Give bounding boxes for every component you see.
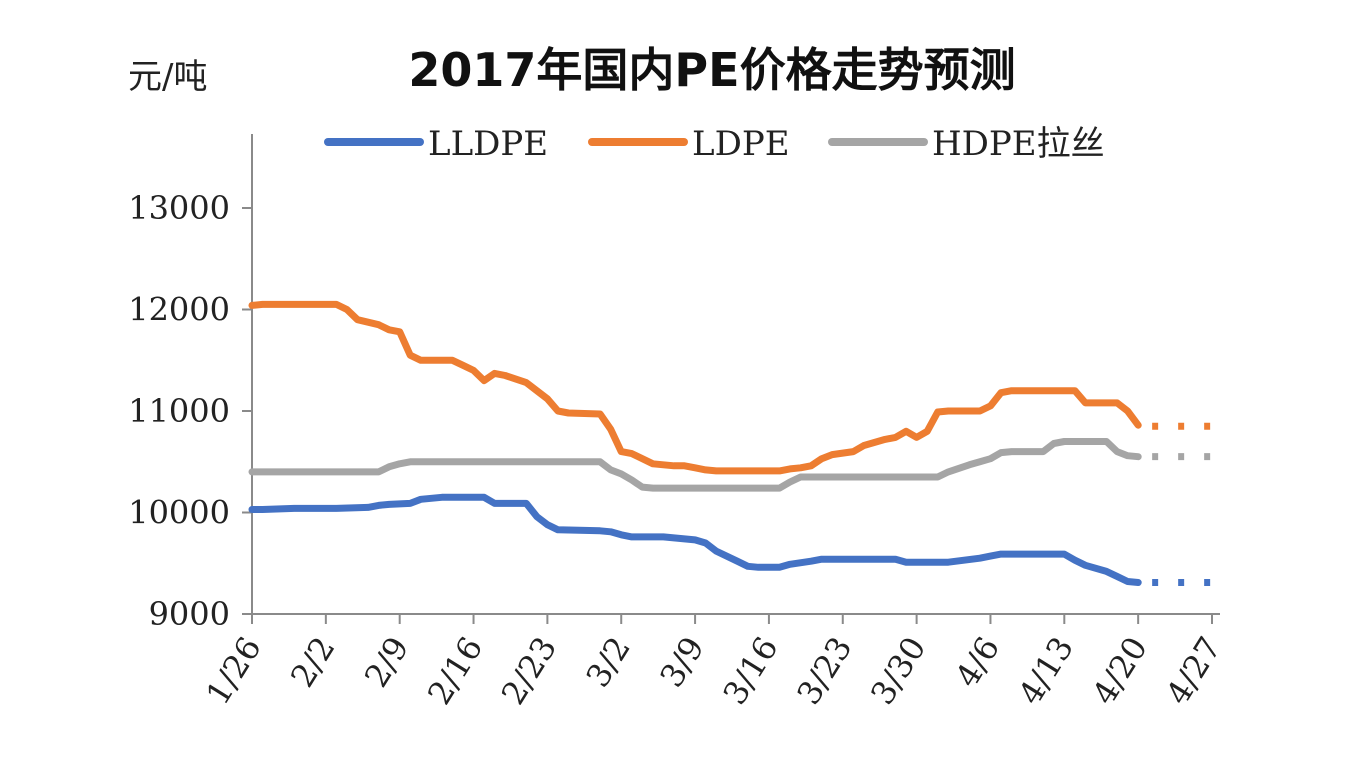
legend-label-ldpe: LDPE bbox=[692, 124, 790, 164]
series-line-hdpe bbox=[248, 438, 1142, 492]
y-tick-label: 10000 bbox=[128, 494, 230, 532]
x-tick-label: 1/26 bbox=[198, 630, 268, 711]
x-tick-label: 4/13 bbox=[1011, 630, 1081, 711]
y-tick-label: 13000 bbox=[128, 189, 230, 227]
x-tick-label: 4/27 bbox=[1158, 630, 1228, 711]
x-tick-label: 3/9 bbox=[652, 630, 712, 694]
y-tick-label: 9000 bbox=[149, 595, 230, 633]
x-tick-label: 3/16 bbox=[715, 630, 785, 711]
x-tick-label: 3/2 bbox=[578, 630, 638, 694]
series-line-lldpe bbox=[248, 493, 1142, 586]
x-tick-label: 4/20 bbox=[1085, 630, 1155, 711]
y-axis-unit-label: 元/吨 bbox=[128, 57, 207, 97]
x-tick-label: 2/2 bbox=[283, 630, 343, 694]
series-line-ldpe bbox=[248, 300, 1142, 475]
legend: LLDPE LDPE HDPE拉丝 bbox=[324, 124, 1105, 164]
x-tick-label: 2/23 bbox=[494, 630, 564, 711]
legend-label-hdpe: HDPE拉丝 bbox=[932, 124, 1105, 164]
x-tick-label: 2/16 bbox=[420, 630, 490, 711]
y-axis-ticks: 9000 10000 11000 12000 13000 bbox=[128, 189, 252, 633]
chart-title: 2017年国内PE价格走势预测 bbox=[408, 43, 1015, 97]
x-tick-label: 3/30 bbox=[863, 630, 933, 711]
forecast-lines bbox=[1152, 422, 1212, 587]
axes bbox=[251, 134, 1220, 615]
y-tick-label: 11000 bbox=[128, 392, 230, 430]
legend-label-lldpe: LLDPE bbox=[428, 124, 548, 164]
x-axis-ticks: 1/26 2/2 2/9 2/16 2/23 3/2 3/9 3/16 3/23 3/30 4/6 4… bbox=[198, 614, 1229, 711]
y-tick-label: 12000 bbox=[128, 291, 230, 329]
x-tick-label: 2/9 bbox=[357, 630, 417, 694]
x-tick-label: 3/23 bbox=[789, 630, 859, 711]
series-lines bbox=[248, 300, 1142, 586]
x-tick-label: 4/6 bbox=[948, 630, 1008, 694]
